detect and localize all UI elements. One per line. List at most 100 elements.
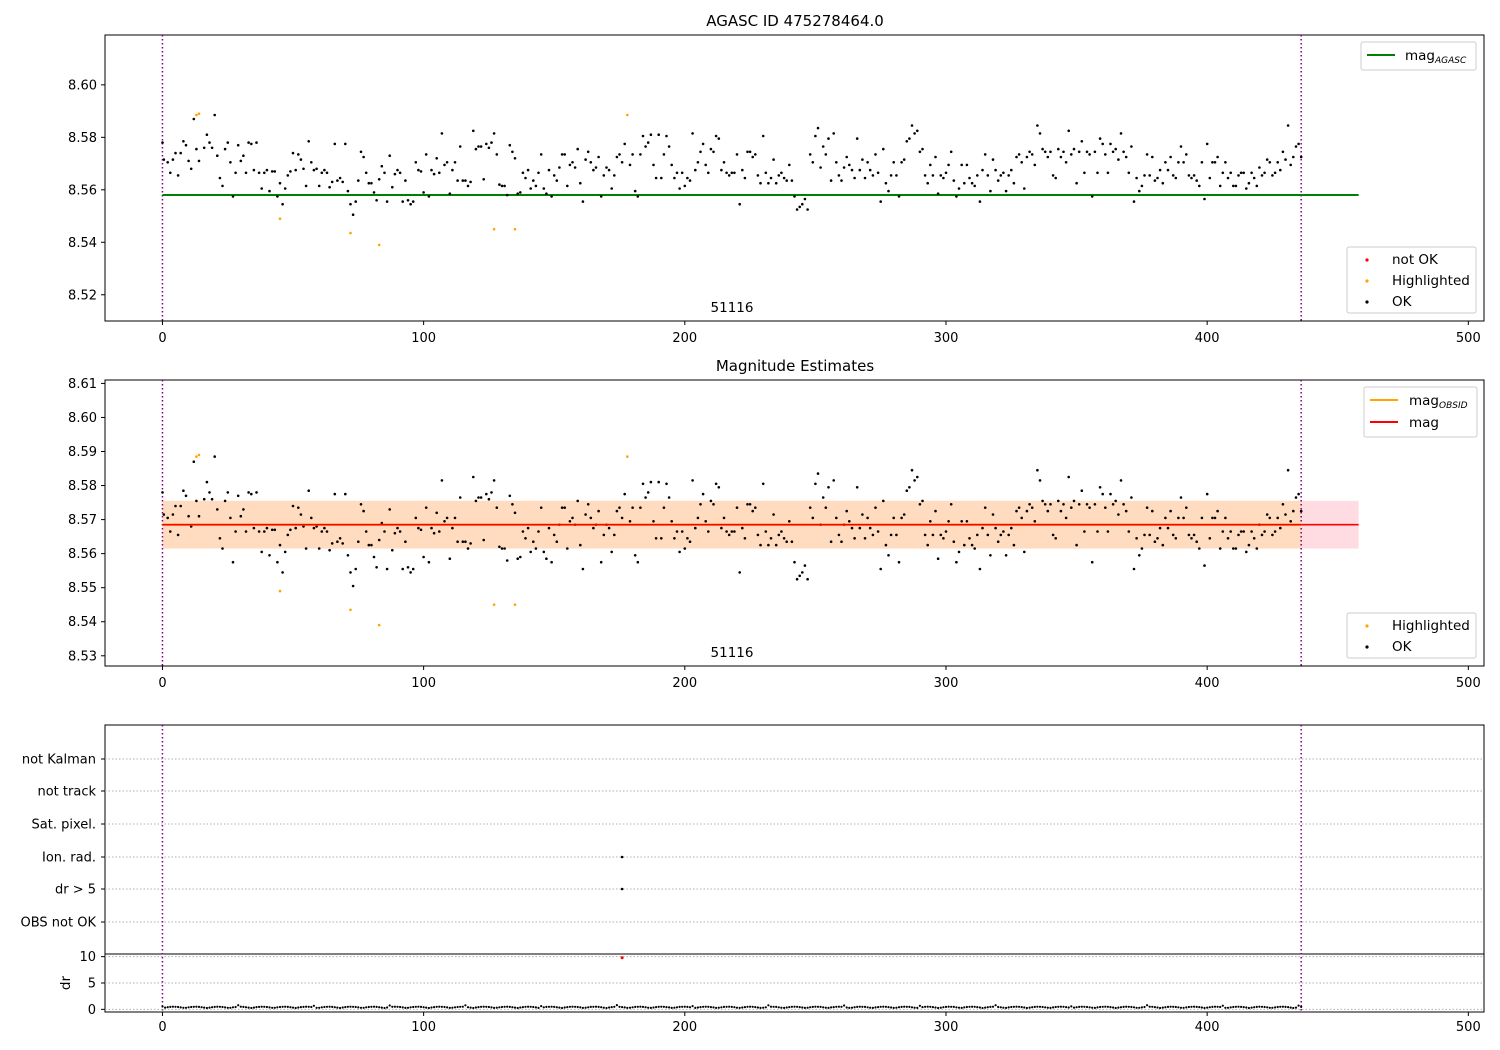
dr-point <box>464 1004 467 1007</box>
dr-point <box>827 1006 830 1010</box>
dr-point <box>291 1006 295 1009</box>
ok-point <box>550 560 553 564</box>
ok-point <box>780 171 783 175</box>
ok-point <box>338 176 342 180</box>
ok-point <box>1232 547 1235 550</box>
ok-point <box>443 163 446 167</box>
ok-point <box>448 192 452 195</box>
dr-point <box>631 1006 634 1009</box>
ok-point <box>618 506 621 510</box>
ok-point <box>1135 537 1138 540</box>
dr-point <box>749 1005 752 1008</box>
dr-point <box>1070 1005 1073 1008</box>
ok-point <box>174 151 177 155</box>
dr-point <box>370 1005 373 1008</box>
ok-point <box>764 530 768 533</box>
ok-point <box>756 174 760 177</box>
ok-point <box>195 499 198 503</box>
ok-point <box>957 187 961 190</box>
dr-point <box>171 1005 174 1008</box>
dr-point <box>957 1006 961 1009</box>
ok-point <box>297 153 300 156</box>
ok-point <box>377 538 381 542</box>
ok-point <box>1104 153 1107 156</box>
dr-point <box>1143 1005 1146 1009</box>
dr-point <box>600 1006 603 1009</box>
dr-point <box>1002 1006 1005 1009</box>
ok-point <box>704 163 707 167</box>
dr-point <box>184 1006 188 1009</box>
dr-point <box>641 1005 645 1009</box>
dr-point <box>720 1006 723 1009</box>
dr-point <box>485 1005 488 1008</box>
ok-point <box>1059 155 1063 159</box>
ok-point <box>1140 547 1144 550</box>
dr-point <box>380 1006 383 1009</box>
ok-point <box>244 530 248 533</box>
dr-point <box>1242 1006 1245 1009</box>
p3-xtick-label: 400 <box>1195 1020 1220 1035</box>
ok-point <box>1114 147 1117 151</box>
dr-point <box>743 1006 747 1009</box>
ok-point <box>983 506 987 510</box>
panel-magnitude-title: Magnitude Estimates <box>716 357 874 375</box>
ok-point <box>861 513 864 516</box>
ok-point <box>683 184 687 188</box>
ok-point <box>166 516 169 520</box>
highlighted-point <box>197 453 201 457</box>
dr-point <box>294 1006 297 1010</box>
p1-ytick-label: 8.56 <box>68 183 97 198</box>
dr-point <box>1237 1005 1240 1008</box>
dr-point <box>516 1006 519 1010</box>
ok-point <box>777 174 781 177</box>
p2-ytick-label: 8.53 <box>68 649 97 664</box>
dr-point <box>1018 1005 1021 1008</box>
dr-point <box>305 1005 308 1008</box>
ok-point <box>495 506 499 510</box>
dr-point <box>1174 1005 1177 1009</box>
ok-point <box>184 494 188 498</box>
ok-point <box>1143 533 1146 537</box>
ok-point <box>623 492 626 496</box>
ok-point <box>1260 533 1264 537</box>
ok-point <box>835 516 838 520</box>
ok-point <box>516 557 519 560</box>
ok-point <box>986 533 990 537</box>
dr-point <box>1057 1005 1060 1008</box>
ok-point <box>900 516 903 520</box>
ok-point <box>278 181 282 185</box>
dr-point <box>1148 1005 1151 1008</box>
dr-point <box>323 1005 326 1009</box>
ok-point <box>863 537 867 540</box>
ok-point <box>994 526 997 530</box>
ok-point <box>1067 475 1070 479</box>
ok-point <box>383 171 386 175</box>
dr-point <box>1284 1005 1287 1009</box>
dr-point <box>1255 1005 1258 1009</box>
ok-point <box>730 530 734 533</box>
ok-point <box>636 195 640 198</box>
ok-point <box>312 526 316 530</box>
dr-point <box>412 1005 415 1009</box>
dr-point <box>884 1005 888 1008</box>
ok-point <box>709 147 713 151</box>
ok-point <box>1203 197 1206 201</box>
ok-point <box>902 513 906 516</box>
dr-point <box>500 1005 504 1009</box>
ok-point <box>1028 150 1031 154</box>
dr-point <box>660 1005 663 1008</box>
ok-point <box>1229 171 1232 175</box>
dr-point <box>229 1006 232 1009</box>
ok-point <box>218 176 222 180</box>
ok-point <box>430 526 433 530</box>
ok-point <box>521 530 525 533</box>
ok-point <box>1247 181 1251 185</box>
panel-magnitude-line-legend: magOBSID mag <box>1363 386 1478 438</box>
dr-point <box>498 1006 501 1009</box>
dr-point <box>926 1005 929 1008</box>
ok-point <box>461 540 465 543</box>
ok-point <box>602 533 606 537</box>
ok-point <box>599 195 603 198</box>
ok-point <box>926 181 929 185</box>
ok-point <box>649 133 653 136</box>
